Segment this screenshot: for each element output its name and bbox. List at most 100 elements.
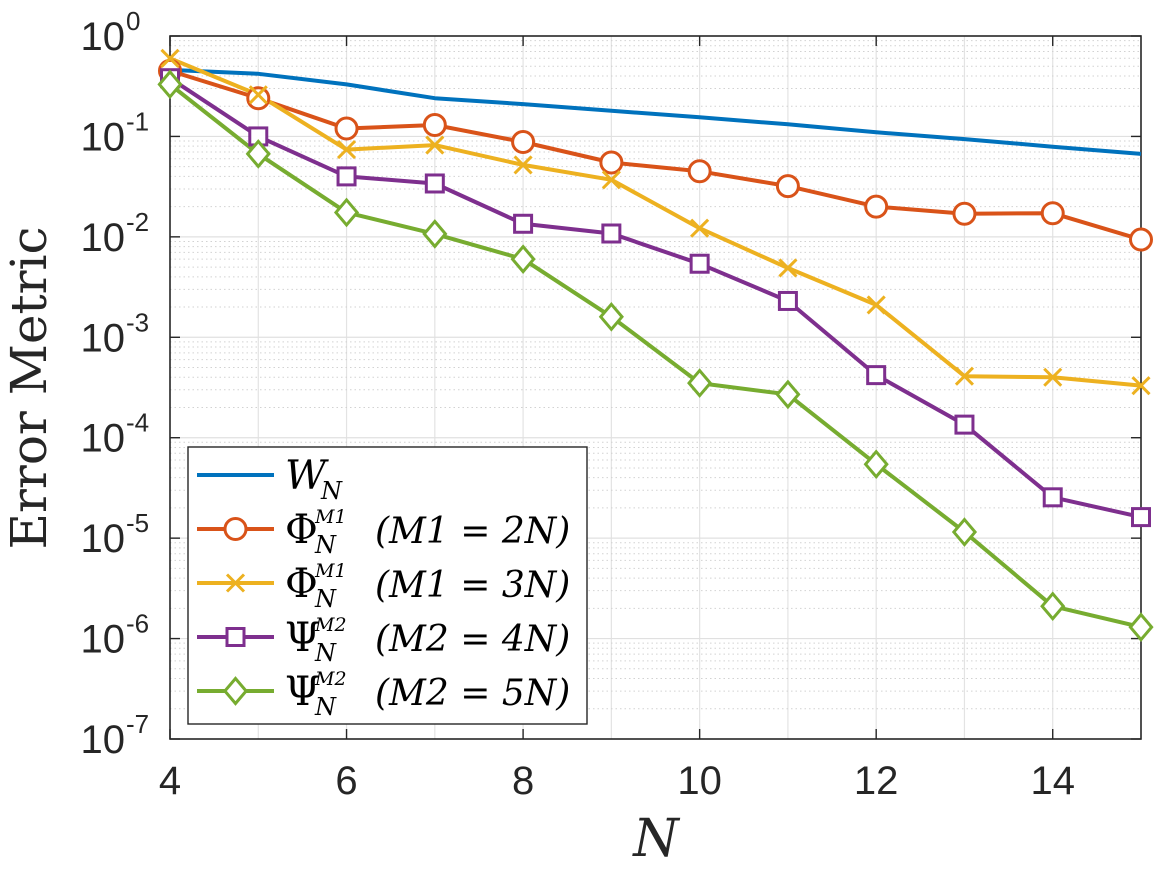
legend-subscript: N <box>320 477 343 505</box>
series-line-4 <box>170 82 1141 630</box>
legend-entry-0: W <box>285 453 329 499</box>
series-line-3 <box>170 76 1141 520</box>
x-marker-stroke <box>248 85 268 105</box>
y-tick-label: 10 -4 <box>81 408 150 461</box>
data-point-series-2 <box>601 170 621 190</box>
y-tick-base: 10 <box>81 316 126 360</box>
data-point-series-1 <box>511 130 536 155</box>
legend-swatch-marker-4 <box>222 676 249 706</box>
y-axis-label: Error Metric <box>0 227 58 550</box>
y-tick-exp: -7 <box>126 709 149 739</box>
y-tick-exp: -4 <box>126 408 149 438</box>
legend-swatch-marker-3 <box>225 627 246 647</box>
legend-entry-4: Ψ <box>285 669 320 715</box>
data-point-series-1 <box>334 116 359 141</box>
y-tick-label: 10 -3 <box>81 307 150 360</box>
y-tick-base: 10 <box>81 718 126 762</box>
data-point-series-3 <box>336 166 357 187</box>
x-marker-stroke <box>1131 376 1151 396</box>
legend-subscript: N <box>314 531 337 559</box>
data-point-series-4 <box>951 517 978 547</box>
data-point-series-1 <box>864 194 889 219</box>
series-line-2 <box>170 56 1141 388</box>
x-marker-stroke <box>601 170 621 190</box>
legend-superscript: M1 <box>314 506 347 528</box>
legend-superscript: M2 <box>314 668 347 690</box>
series-line-1 <box>170 68 1141 242</box>
data-point-series-3 <box>1042 487 1063 508</box>
data-point-series-2 <box>1043 367 1063 387</box>
legend-condition: (M2 = 4N) <box>375 619 570 660</box>
x-marker-stroke <box>425 135 445 155</box>
y-tick-label: 10 -7 <box>81 709 150 762</box>
data-point-series-4 <box>245 139 271 169</box>
y-tick-exp: -3 <box>126 307 149 337</box>
data-point-series-4 <box>1040 591 1066 622</box>
data-point-series-4 <box>333 197 360 228</box>
data-point-series-2 <box>425 135 445 155</box>
data-point-series-3 <box>1131 507 1151 528</box>
data-point-series-1 <box>687 159 712 184</box>
legend-symbol: Ψ <box>285 615 320 661</box>
x-tick-label: 8 <box>512 759 534 803</box>
y-tick-exp: -5 <box>126 508 149 538</box>
legend-swatch-marker-2 <box>225 573 246 593</box>
y-tick-base: 10 <box>81 517 126 561</box>
data-point-series-4 <box>775 379 801 410</box>
legend-subscript: N <box>314 585 337 613</box>
legend-superscript: M1 <box>314 560 347 582</box>
legend-subscript: N <box>314 639 337 667</box>
data-point-series-3 <box>954 414 975 435</box>
x-tick-label: 14 <box>1030 759 1075 803</box>
data-point-series-3 <box>689 253 710 274</box>
legend-condition: (M2 = 5N) <box>375 673 570 714</box>
y-tick-label: 10 -2 <box>81 207 150 260</box>
y-tick-exp: -6 <box>126 609 149 639</box>
legend-box <box>187 446 588 725</box>
x-marker-stroke <box>225 573 246 593</box>
legend-superscript: M2 <box>314 614 347 636</box>
legend-subscript: N <box>314 693 337 721</box>
data-point-series-2 <box>248 85 268 105</box>
legend-condition: (M1 = 3N) <box>375 565 570 606</box>
legend-entry-1: Φ <box>285 507 318 553</box>
data-point-series-1 <box>1129 227 1153 252</box>
data-point-series-1 <box>246 86 271 111</box>
grid <box>170 36 1141 739</box>
data-point-series-3 <box>424 173 445 194</box>
y-tick-label: 10 -6 <box>81 609 150 662</box>
y-tick-base: 10 <box>81 216 126 260</box>
y-tick-label: 10 -1 <box>81 106 150 159</box>
data-point-series-2 <box>954 366 975 386</box>
legend-symbol: W <box>285 453 329 499</box>
data-point-series-2 <box>866 295 886 315</box>
y-tick-exp: -1 <box>126 106 149 136</box>
legend-condition: (M1 = 2N) <box>375 511 570 552</box>
legend-symbol: Φ <box>285 561 318 607</box>
data-point-series-2 <box>690 218 710 238</box>
data-point-series-3 <box>601 223 622 244</box>
data-point-series-3 <box>513 213 534 234</box>
data-point-series-4 <box>422 219 448 249</box>
legend-entry-3: Ψ <box>285 615 320 661</box>
legend-entry-2: Φ <box>285 561 318 607</box>
data-point-series-1 <box>1040 201 1065 226</box>
x-marker-stroke <box>513 155 533 175</box>
x-marker-stroke <box>690 218 710 238</box>
data-point-series-3 <box>866 365 887 386</box>
data-point-series-1 <box>599 150 624 175</box>
data-point-series-4 <box>598 301 624 332</box>
data-point-series-2 <box>1131 376 1151 396</box>
data-point-series-4 <box>510 244 536 274</box>
data-point-series-1 <box>422 112 447 137</box>
data-point-series-3 <box>777 290 798 311</box>
legend-swatch-marker-1 <box>223 517 248 541</box>
x-tick-label: 10 <box>677 759 722 803</box>
y-tick-label: 10 0 <box>81 6 141 59</box>
data-point-series-2 <box>778 258 798 278</box>
y-tick-exp: -2 <box>126 207 149 237</box>
x-axis-label: N <box>631 809 680 869</box>
